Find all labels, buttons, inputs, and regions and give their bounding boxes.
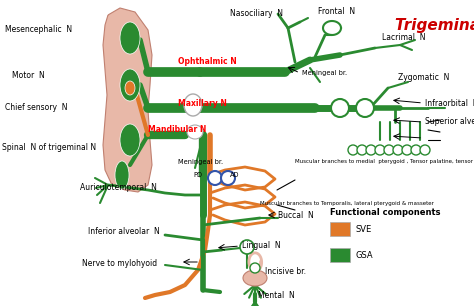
Circle shape (393, 145, 403, 155)
Text: Incisive br.: Incisive br. (265, 267, 306, 277)
Text: Trigeminal nerve: Trigeminal nerve (395, 18, 474, 33)
Text: Auriculotemporal  N: Auriculotemporal N (80, 184, 157, 192)
Text: Nerve to mylohyoid: Nerve to mylohyoid (82, 259, 157, 267)
Ellipse shape (125, 81, 135, 95)
Circle shape (375, 145, 385, 155)
Ellipse shape (120, 124, 140, 156)
Circle shape (402, 145, 412, 155)
Ellipse shape (120, 22, 140, 54)
FancyBboxPatch shape (330, 222, 350, 236)
Circle shape (420, 145, 430, 155)
Circle shape (240, 240, 254, 254)
Circle shape (348, 145, 358, 155)
Text: Muscular branches to medial  pterygoid , Tensor palatine, tensor tympani: Muscular branches to medial pterygoid , … (295, 159, 474, 165)
Circle shape (357, 145, 367, 155)
Text: Chief sensory  N: Chief sensory N (5, 103, 67, 113)
Ellipse shape (243, 270, 267, 286)
Text: Mandibular N: Mandibular N (148, 125, 206, 135)
FancyBboxPatch shape (330, 248, 350, 262)
Text: Frontal  N: Frontal N (318, 8, 355, 17)
Text: Mesencephalic  N: Mesencephalic N (5, 25, 72, 35)
Text: SVE: SVE (356, 225, 372, 233)
Circle shape (411, 145, 421, 155)
Text: Lacrimal  N: Lacrimal N (382, 33, 426, 43)
Text: Meningeal br.: Meningeal br. (178, 159, 223, 165)
Circle shape (221, 171, 235, 185)
Text: PD: PD (193, 172, 202, 178)
Text: Nasociliary  N: Nasociliary N (230, 9, 283, 18)
Text: Ophthalmic N: Ophthalmic N (178, 58, 237, 66)
Circle shape (356, 99, 374, 117)
Text: GSA: GSA (356, 251, 374, 259)
Circle shape (331, 99, 349, 117)
Circle shape (208, 171, 222, 185)
Circle shape (384, 145, 394, 155)
Text: Infraorbital  N: Infraorbital N (425, 99, 474, 107)
Text: Lingual  N: Lingual N (242, 241, 281, 251)
Text: Motor  N: Motor N (12, 70, 45, 80)
Text: Inferior alveolar  N: Inferior alveolar N (88, 227, 160, 237)
Text: Superior alveolar Ns: Superior alveolar Ns (425, 118, 474, 126)
Text: Mental  N: Mental N (258, 290, 295, 300)
Text: Muscular branches to Temporalis, lateral pterygoid & masseter: Muscular branches to Temporalis, lateral… (260, 200, 434, 206)
Text: Functional components: Functional components (330, 208, 440, 217)
Text: AD: AD (230, 172, 239, 178)
Text: Spinal  N of trigeminal N: Spinal N of trigeminal N (2, 144, 96, 152)
Text: Buccal  N: Buccal N (278, 211, 314, 219)
Ellipse shape (115, 161, 129, 189)
Text: Meningeal br.: Meningeal br. (302, 70, 347, 76)
Text: Maxillary N: Maxillary N (178, 99, 227, 107)
Circle shape (250, 263, 260, 273)
PathPatch shape (103, 8, 152, 192)
Ellipse shape (120, 69, 140, 101)
Ellipse shape (184, 94, 202, 116)
Text: Zygomatic  N: Zygomatic N (398, 73, 449, 83)
Ellipse shape (187, 125, 203, 139)
Circle shape (366, 145, 376, 155)
